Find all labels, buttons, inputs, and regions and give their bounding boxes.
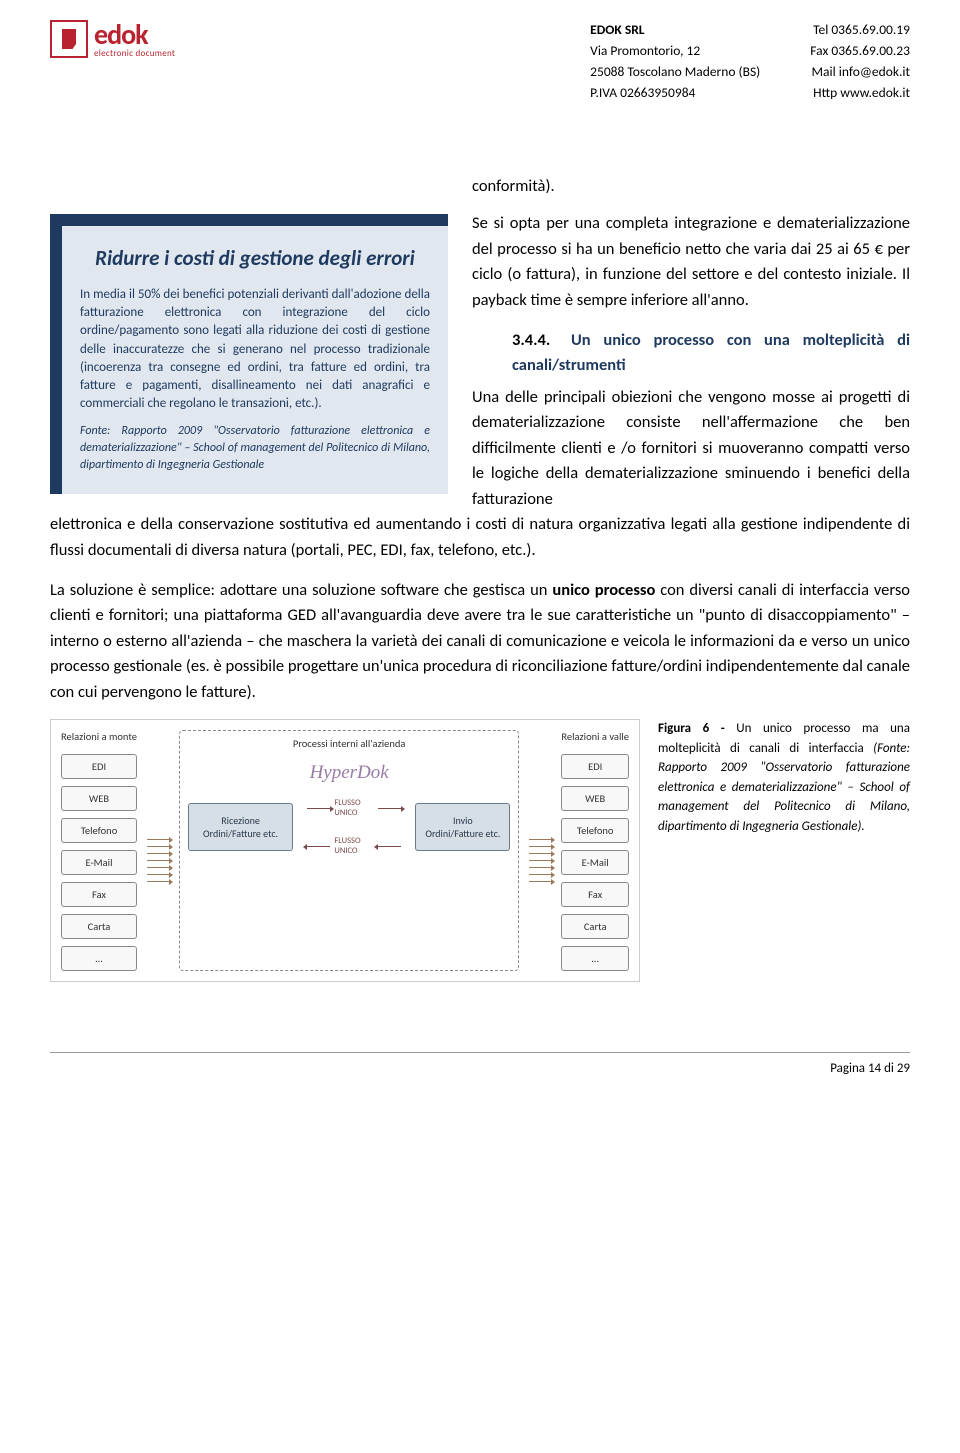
node-etc-r: … xyxy=(561,946,629,971)
callout-box: Ridurre i costi di gestione degli errori… xyxy=(50,214,448,494)
callout-body: In media il 50% dei benefici potenziali … xyxy=(80,286,430,413)
flow-arrow-bottom: FLUSSO UNICO xyxy=(307,836,401,856)
para-solution-bold: unico processo xyxy=(552,580,655,600)
company-address: EDOK SRL Via Promontorio, 12 25088 Tosco… xyxy=(590,20,760,104)
flow-arrows: FLUSSO UNICO FLUSSO UNICO xyxy=(307,798,401,856)
diagram-right-col: Relazioni a valle EDI WEB Telefono E-Mai… xyxy=(561,730,629,971)
arrow-icon xyxy=(529,867,551,868)
center-label: Processi interni all'azienda xyxy=(293,737,406,750)
contact-mail: Mail info@edok.it xyxy=(810,62,910,83)
two-column-section: Ridurre i costi di gestione degli errori… xyxy=(50,174,910,513)
diagram-left-col: Relazioni a monte EDI WEB Telefono E-Mai… xyxy=(61,730,137,971)
para-continuation: elettronica e della conservazione sostit… xyxy=(50,512,910,563)
company-contact: Tel 0365.69.00.19 Fax 0365.69.00.23 Mail… xyxy=(810,20,910,104)
arrows-right xyxy=(529,730,551,971)
logo-icon xyxy=(50,20,88,58)
hyperdok-label: HyperDok xyxy=(310,762,389,784)
node-carta-r: Carta xyxy=(561,914,629,939)
company-piva: P.IVA 02663950984 xyxy=(590,83,760,104)
arrow-icon xyxy=(147,853,169,854)
arrows-left xyxy=(147,730,169,971)
arrow-icon xyxy=(147,874,169,875)
para-objection: Una delle principali obiezioni che vengo… xyxy=(472,385,910,513)
arrow-icon xyxy=(307,846,330,847)
callout-source: Fonte: Rapporto 2009 "Osservatorio fattu… xyxy=(80,423,430,473)
arrow-icon xyxy=(147,881,169,882)
right-col-label: Relazioni a valle xyxy=(561,730,629,743)
arrow-icon xyxy=(529,874,551,875)
node-carta-l: Carta xyxy=(61,914,137,939)
node-edi-l: EDI xyxy=(61,754,137,779)
sub-heading: 3.4.4. Un unico processo con una moltepl… xyxy=(472,328,910,379)
arrow-icon xyxy=(147,867,169,868)
para-solution-a: La soluzione è semplice: adottare una so… xyxy=(50,580,552,600)
contact-tel: Tel 0365.69.00.19 xyxy=(810,20,910,41)
process-diagram: Relazioni a monte EDI WEB Telefono E-Mai… xyxy=(50,719,640,982)
header-info: EDOK SRL Via Promontorio, 12 25088 Tosco… xyxy=(590,20,910,104)
logo-text: edok electronic document xyxy=(94,21,175,58)
node-fax-r: Fax xyxy=(561,882,629,907)
fig-caption-bold: Figura 6 - xyxy=(658,721,725,736)
node-etc-l: … xyxy=(61,946,137,971)
node-fax-l: Fax xyxy=(61,882,137,907)
arrow-icon xyxy=(529,881,551,882)
center-boxes: Ricezione Ordini/Fatture etc. FLUSSO UNI… xyxy=(188,798,510,856)
node-edi-r: EDI xyxy=(561,754,629,779)
flow-label-2: FLUSSO UNICO xyxy=(334,836,374,856)
company-addr2: 25088 Toscolano Maderno (BS) xyxy=(590,62,760,83)
proc-box-left: Ricezione Ordini/Fatture etc. xyxy=(188,803,293,851)
arrow-icon xyxy=(147,839,169,840)
arrow-icon xyxy=(529,853,551,854)
flow-arrow-top: FLUSSO UNICO xyxy=(307,798,401,818)
arrow-icon xyxy=(147,860,169,861)
para-integration: Se si opta per una completa integrazione… xyxy=(472,211,910,313)
arrow-icon xyxy=(378,808,401,809)
page-footer: Pagina 14 di 29 xyxy=(50,1052,910,1076)
sub-heading-title: Un unico processo con una molteplicità d… xyxy=(512,330,910,376)
node-email-l: E-Mail xyxy=(61,850,137,875)
main-content: Ridurre i costi di gestione degli errori… xyxy=(50,174,910,983)
para-conformita: conformità). xyxy=(472,174,910,200)
page-header: edok electronic document EDOK SRL Via Pr… xyxy=(50,20,910,104)
para-solution: La soluzione è semplice: adottare una so… xyxy=(50,578,910,706)
arrow-icon xyxy=(529,839,551,840)
node-web-l: WEB xyxy=(61,786,137,811)
node-tel-r: Telefono xyxy=(561,818,629,843)
flow-label-1: FLUSSO UNICO xyxy=(334,798,374,818)
node-web-r: WEB xyxy=(561,786,629,811)
arrow-icon xyxy=(147,846,169,847)
figure-caption: Figura 6 - Un unico processo ma una molt… xyxy=(658,719,910,836)
contact-fax: Fax 0365.69.00.23 xyxy=(810,41,910,62)
arrow-icon xyxy=(307,808,330,809)
sub-heading-num: 3.4.4. xyxy=(512,330,558,350)
company-name: EDOK SRL xyxy=(590,20,760,41)
left-col-label: Relazioni a monte xyxy=(61,730,137,743)
logo-brand: edok xyxy=(94,21,175,49)
node-email-r: E-Mail xyxy=(561,850,629,875)
logo: edok electronic document xyxy=(50,20,175,58)
node-tel-l: Telefono xyxy=(61,818,137,843)
page-number: Pagina 14 di 29 xyxy=(830,1061,910,1076)
arrow-icon xyxy=(378,846,401,847)
diagram-center: Processi interni all'azienda HyperDok Ri… xyxy=(179,730,519,971)
logo-tagline: electronic document xyxy=(94,49,175,58)
arrow-icon xyxy=(529,860,551,861)
arrow-icon xyxy=(529,846,551,847)
company-addr1: Via Promontorio, 12 xyxy=(590,41,760,62)
contact-http: Http www.edok.it xyxy=(810,83,910,104)
figure-row: Relazioni a monte EDI WEB Telefono E-Mai… xyxy=(50,719,910,982)
right-column: conformità). Se si opta per una completa… xyxy=(472,174,910,513)
callout-title: Ridurre i costi di gestione degli errori xyxy=(80,244,430,272)
proc-box-right: Invio Ordini/Fatture etc. xyxy=(415,803,510,851)
